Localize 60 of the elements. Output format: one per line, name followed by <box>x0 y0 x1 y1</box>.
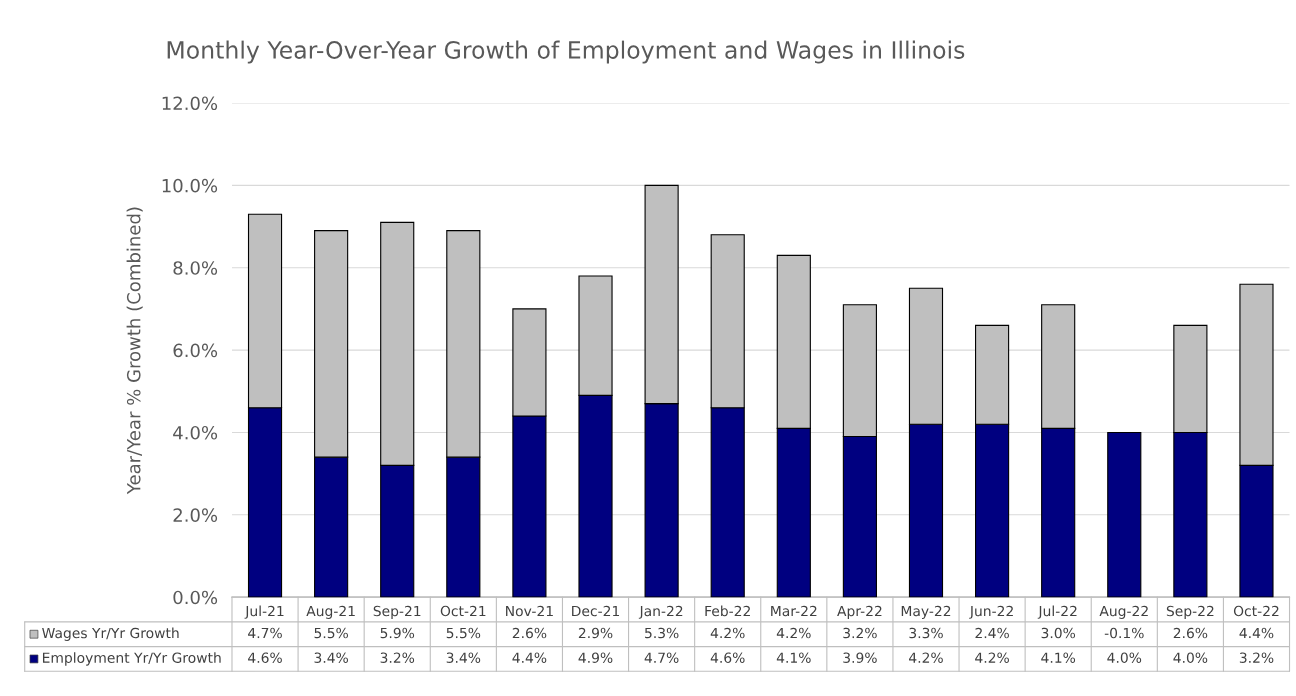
data-label: 5.5% <box>446 627 481 639</box>
text: -0.1% <box>1104 627 1144 639</box>
legend-label: Employment Yr/Yr Growth <box>42 652 221 666</box>
chart-title: Monthly Year-Over-Year Growth of Employment and Wages in Illinois <box>167 40 965 64</box>
y-tick-label: 2.0% <box>173 508 218 522</box>
data-label: 4.7% <box>248 627 282 639</box>
bar <box>1107 431 1142 598</box>
y-tick-label: 8.0% <box>173 261 218 275</box>
data-label: 3.2% <box>1239 652 1274 663</box>
legend-label: Wages Yr/Yr Growth <box>42 627 179 641</box>
x-tick-label: Aug-21 <box>306 605 355 619</box>
x-tick-label: Feb-22 <box>705 605 750 617</box>
x-tick-label: Jun-22 <box>969 605 1013 619</box>
x-tick-label: Jul-22 <box>1037 605 1077 619</box>
x-tick-label: Jul-21 <box>244 605 284 619</box>
x-tick-label: Sep-22 <box>1166 605 1214 619</box>
x-tick-label: Mar-22 <box>771 605 817 617</box>
data-label: 3.2% <box>843 627 877 639</box>
x-tick-label: Aug-22 <box>1099 605 1148 619</box>
y-tick-label: 4.0% <box>173 425 218 440</box>
data-label: 5.3% <box>645 627 679 639</box>
x-tick-label: Nov-21 <box>506 605 553 617</box>
data-label: 4.2% <box>975 652 1009 663</box>
data-label: 3.3% <box>909 627 943 639</box>
y-axis-title: Year/Year % Growth (Combined) <box>126 207 143 495</box>
x-tick-label: Jan-22 <box>638 605 683 619</box>
data-label: 3.9% <box>843 652 877 663</box>
data-label: 2.6% <box>512 627 547 639</box>
data-label: 2.6% <box>1173 627 1208 639</box>
y-tick-label: 10.0% <box>162 178 218 193</box>
data-label: 4.4% <box>512 652 547 663</box>
data-label: 4.2% <box>909 652 943 663</box>
y-tick-label: 12.0% <box>162 96 218 111</box>
x-tick-label: Sep-21 <box>373 605 421 619</box>
x-tick-label: Dec-21 <box>572 605 620 617</box>
y-tick-label: 6.0% <box>173 343 218 358</box>
x-tick-label: May-22 <box>901 605 951 619</box>
data-label: 4.0% <box>1173 652 1208 663</box>
data-label: 4.1% <box>776 652 811 663</box>
x-tick-label: Oct-22 <box>1233 605 1279 617</box>
data-label: 3.4% <box>446 652 481 663</box>
data-label: 4.2% <box>776 627 811 639</box>
data-label: 2.9% <box>578 627 613 639</box>
data-label: 5.9% <box>380 627 415 639</box>
data-label: 4.6% <box>248 652 282 663</box>
x-tick-label: Oct-21 <box>440 605 486 617</box>
data-label: 3.0% <box>1041 627 1076 639</box>
data-label: 2.4% <box>975 627 1009 639</box>
y-tick-label: 0.0% <box>173 590 218 605</box>
data-label: 4.1% <box>1041 652 1076 663</box>
data-label: 4.7% <box>644 652 679 663</box>
data-label: 3.2% <box>380 652 415 663</box>
data-label: 4.0% <box>1107 652 1142 663</box>
data-label: 4.9% <box>578 652 613 663</box>
x-tick-label: Apr-22 <box>837 605 882 619</box>
data-label: 5.5% <box>314 627 348 639</box>
data-label: 4.6% <box>710 652 745 663</box>
data-label: 4.4% <box>1239 627 1274 639</box>
data-label: 4.2% <box>710 627 745 639</box>
data-label: 3.4% <box>314 652 348 663</box>
